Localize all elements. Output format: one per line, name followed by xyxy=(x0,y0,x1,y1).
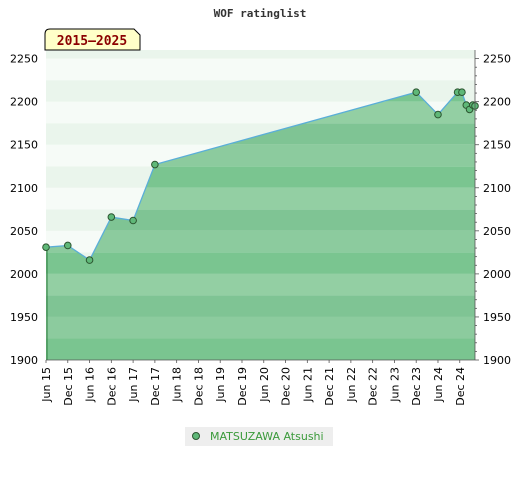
area-band xyxy=(46,338,475,360)
y-tick-label-right: 2150 xyxy=(483,139,511,152)
x-tick-label: Dec 18 xyxy=(192,367,205,406)
y-tick-label-right: 1900 xyxy=(483,354,511,367)
x-tick-label: Dec 17 xyxy=(149,367,162,406)
x-axis: Jun 15 Dec 15 Jun 16 Dec 16 Jun 17 Dec 17 Jun … xyxy=(40,359,475,406)
y-tick-label-left: 2050 xyxy=(10,225,38,238)
data-point xyxy=(458,88,466,96)
x-tick-label: Dec 20 xyxy=(280,367,293,406)
x-tick-label: Dec 15 xyxy=(62,367,75,406)
area-band xyxy=(46,209,475,231)
data-point xyxy=(107,213,116,221)
data-point xyxy=(129,216,137,225)
area-band xyxy=(46,316,475,339)
data-point xyxy=(42,243,50,251)
area-band xyxy=(46,166,475,188)
grid-band xyxy=(46,80,475,102)
y-tick-label-left: 2150 xyxy=(10,139,38,152)
y-tick-label-left: 2250 xyxy=(10,53,38,66)
data-point xyxy=(151,160,159,169)
y-tick-label-left: 1950 xyxy=(10,311,38,324)
x-tick-label: Jun 19 xyxy=(214,367,227,403)
area-band xyxy=(46,273,475,296)
y-tick-label-left: 1900 xyxy=(10,354,38,367)
y-axis-right: 1900 1950 2000 2050 2100 2150 2200 2250 xyxy=(474,50,511,367)
y-tick-label-left: 2100 xyxy=(10,182,38,195)
area-band xyxy=(46,230,475,253)
y-tick-label-right: 1950 xyxy=(483,311,511,324)
x-tick-label: Dec 22 xyxy=(367,367,380,406)
legend-marker xyxy=(192,432,200,440)
badge-label: 2015–2025 xyxy=(57,34,127,49)
data-point xyxy=(63,241,72,250)
x-tick-label: Dec 21 xyxy=(323,367,336,406)
x-tick-label: Dec 23 xyxy=(410,367,423,406)
x-tick-label: Jun 21 xyxy=(301,367,314,403)
x-tick-label: Jun 15 xyxy=(40,367,53,403)
area-band xyxy=(46,295,475,317)
area-band xyxy=(46,187,475,210)
badge-box xyxy=(44,28,141,51)
x-tick-label: Jun 24 xyxy=(432,367,445,403)
legend-box xyxy=(185,427,333,446)
year-range-badge: 2015–2025 xyxy=(44,28,141,51)
area-band xyxy=(46,252,475,274)
x-tick-label: Jun 22 xyxy=(345,367,358,403)
x-tick-label: Dec 24 xyxy=(454,367,467,406)
x-tick-label: Jun 16 xyxy=(84,367,97,403)
x-tick-label: Jun 20 xyxy=(258,367,271,403)
chart-title: WOF ratinglist xyxy=(214,7,307,20)
legend-label: MATSUZAWA Atsushi xyxy=(210,430,324,443)
grid-band xyxy=(46,50,475,59)
y-tick-label-left: 2000 xyxy=(10,268,38,281)
y-tick-label-right: 2250 xyxy=(483,53,511,66)
y-tick-label-left: 2200 xyxy=(10,96,38,109)
x-tick-label: Dec 16 xyxy=(105,367,118,406)
data-point xyxy=(85,256,94,264)
legend: MATSUZAWA Atsushi xyxy=(185,427,333,446)
y-tick-label-right: 2000 xyxy=(483,268,511,281)
y-tick-label-right: 2050 xyxy=(483,225,511,238)
data-point xyxy=(412,88,421,96)
x-tick-label: Dec 19 xyxy=(236,367,249,406)
y-tick-label-right: 2100 xyxy=(483,182,511,195)
y-axis-left: 1900 1950 2000 2050 2100 2150 2200 2250 xyxy=(10,53,38,367)
data-point xyxy=(434,110,442,119)
x-tick-label: Jun 18 xyxy=(171,367,184,403)
grid-band xyxy=(46,58,475,81)
y-tick-label-right: 2200 xyxy=(483,96,511,109)
x-tick-label: Jun 23 xyxy=(388,367,401,403)
x-tick-label: Jun 17 xyxy=(127,367,140,403)
